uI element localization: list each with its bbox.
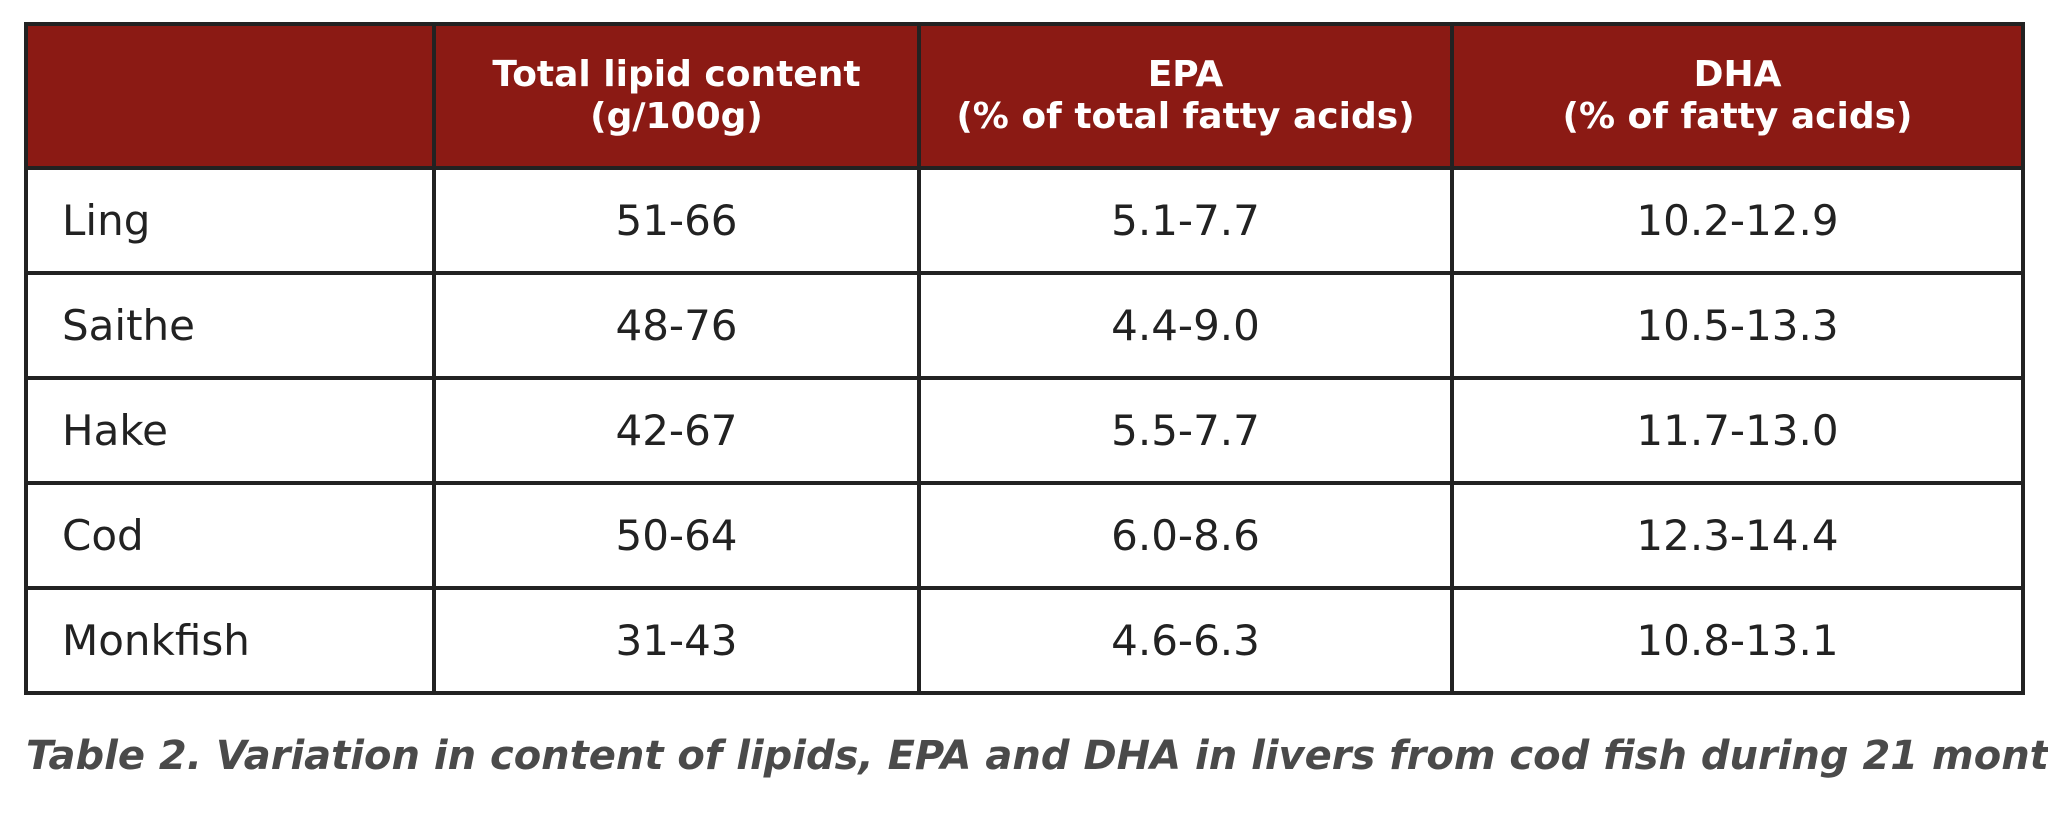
dha-cell: 10.8-13.1	[1450, 586, 2025, 695]
fatty-acid-table: Total lipid content (g/100g) EPA (% of t…	[24, 22, 2025, 695]
header-total-lipid-unit: (g/100g)	[590, 96, 763, 137]
lipid-cell: 50-64	[432, 481, 921, 590]
epa-cell: 4.6-6.3	[917, 586, 1454, 695]
table-row: Saithe 48-76 4.4-9.0 10.5-13.3	[24, 271, 2025, 380]
header-total-lipid: Total lipid content (g/100g)	[432, 22, 921, 170]
lipid-cell: 31-43	[432, 586, 921, 695]
epa-cell: 4.4-9.0	[917, 271, 1454, 380]
table-header-row: Total lipid content (g/100g) EPA (% of t…	[24, 22, 2025, 170]
lipid-cell: 51-66	[432, 166, 921, 275]
dha-cell: 12.3-14.4	[1450, 481, 2025, 590]
header-total-lipid-title: Total lipid content	[492, 54, 861, 95]
header-dha: DHA (% of fatty acids)	[1450, 22, 2025, 170]
epa-cell: 5.5-7.7	[917, 376, 1454, 485]
dha-cell: 10.5-13.3	[1450, 271, 2025, 380]
table-caption: Table 2. Variation in content of lipids,…	[26, 733, 2048, 779]
fish-name-cell: Monkfish	[24, 586, 436, 695]
header-dha-title: DHA	[1693, 54, 1782, 95]
data-table-container: Total lipid content (g/100g) EPA (% of t…	[24, 22, 2025, 695]
table-row: Monkfish 31-43 4.6-6.3 10.8-13.1	[24, 586, 2025, 695]
header-dha-unit: (% of fatty acids)	[1562, 96, 1913, 137]
table-row: Hake 42-67 5.5-7.7 11.7-13.0	[24, 376, 2025, 485]
header-empty-cell	[24, 22, 436, 170]
fish-name-cell: Hake	[24, 376, 436, 485]
fish-name-cell: Cod	[24, 481, 436, 590]
header-epa: EPA (% of total fatty acids)	[917, 22, 1454, 170]
epa-cell: 5.1-7.7	[917, 166, 1454, 275]
lipid-cell: 48-76	[432, 271, 921, 380]
dha-cell: 11.7-13.0	[1450, 376, 2025, 485]
epa-cell: 6.0-8.6	[917, 481, 1454, 590]
fish-name-cell: Ling	[24, 166, 436, 275]
table-row: Ling 51-66 5.1-7.7 10.2-12.9	[24, 166, 2025, 275]
lipid-cell: 42-67	[432, 376, 921, 485]
header-epa-unit: (% of total fatty acids)	[956, 96, 1415, 137]
dha-cell: 10.2-12.9	[1450, 166, 2025, 275]
table-row: Cod 50-64 6.0-8.6 12.3-14.4	[24, 481, 2025, 590]
fish-name-cell: Saithe	[24, 271, 436, 380]
header-epa-title: EPA	[1147, 54, 1224, 95]
